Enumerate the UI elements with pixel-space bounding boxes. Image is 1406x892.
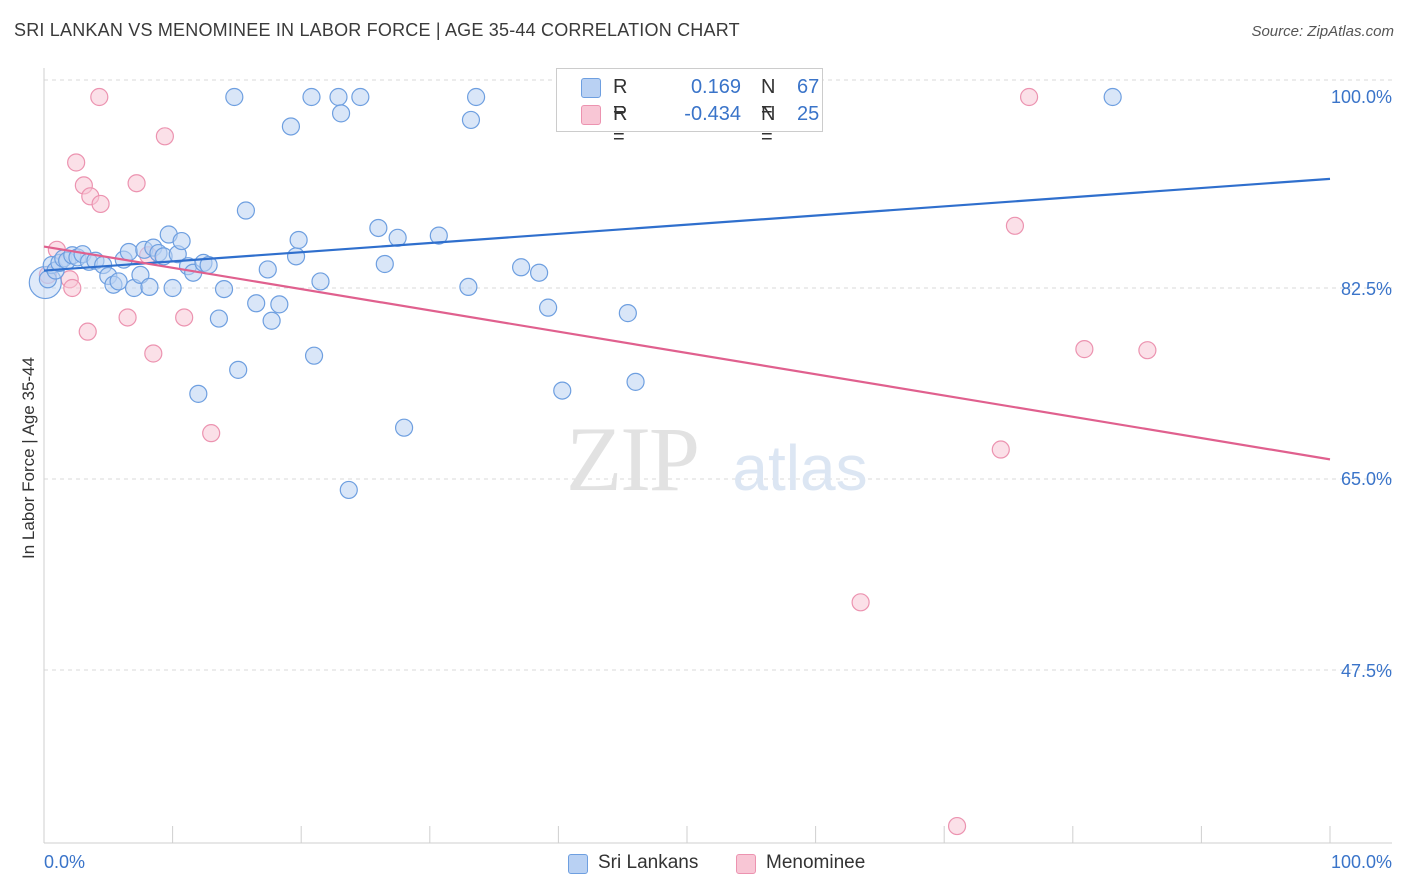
sri-lankan-point [429,226,448,245]
menominee-point [90,87,109,107]
menominee-point [202,424,221,443]
watermark-atlas: atlas [732,432,867,504]
sri-lankan-point [286,247,306,266]
sri-lankan-point [140,277,159,297]
axes [43,68,1392,844]
menominee-point [63,278,82,298]
sri-lankan-point [214,279,234,299]
sri-lankan-point [289,230,308,250]
menominee-point [1019,87,1039,107]
n-value: 25 [797,103,820,125]
y-tick-label: 65.0% [1340,469,1392,489]
sri-lankan-point [109,272,128,291]
sri-lankan-point [331,104,351,123]
sri-lankan-point [461,110,481,130]
watermark: ZIP atlas [566,408,868,510]
sri-lankan-point [369,218,388,238]
chart-title: SRI LANKAN VS MENOMINEE IN LABOR FORCE |… [14,20,740,40]
sri-lankan-point [459,277,478,297]
x-tick-max: 100.0% [1330,852,1392,872]
menominee-point [155,127,174,146]
sri-lankan-point [466,87,486,107]
n-label: N = [761,76,776,121]
legend-swatch-blue [568,854,588,874]
sri-lankan-point [247,294,266,313]
sri-lankan-point [302,87,321,107]
y-tick-label: 82.5% [1340,279,1392,299]
legend-label: Sri Lankans [598,852,699,873]
menominee-point [118,308,137,327]
menominee-point [91,194,110,214]
series-legend: Sri Lankans Menominee [0,852,1406,876]
sri-lankan-point [351,87,370,107]
sri-lankan-point [270,295,289,314]
menominee-trend-line [43,245,1331,461]
sri-lankan-point [388,228,407,247]
y-tick-label: 100.0% [1330,87,1392,107]
sri-lankan-point [539,298,558,317]
sri-lankan-point [236,201,256,220]
sri-lankan-points [28,87,1122,500]
trend-lines [43,177,1331,461]
r-value: -0.434 [684,103,741,125]
sri-lankan-point [530,263,549,282]
sri-lankan-point [172,231,191,251]
sri-lankan-point [394,418,414,437]
grid-lines [44,79,1392,671]
sri-lankan-point [512,258,531,277]
menominee-point [991,440,1010,459]
sri-lankan-point [329,87,348,107]
menominee-point [67,153,86,172]
sri-lankan-point [189,384,208,403]
legend-swatch-blue [581,78,601,98]
sri-lankan-point [229,360,248,379]
r-value: 0.169 [690,76,741,98]
sri-lankan-point [119,242,138,262]
watermark-zip: ZIP [566,408,698,510]
menominee-point [78,322,97,341]
menominee-point [1075,340,1094,359]
sri-lankan-point [209,309,228,328]
sri-lankan-point [258,260,277,279]
y-tick-label: 47.5% [1340,661,1392,681]
legend-swatch-pink [581,105,601,125]
menominee-point [144,344,163,363]
sri-lankan-point [626,372,645,391]
sri-lankan-point [311,272,330,291]
sri-lankan-point [375,254,394,274]
menominee-point [127,174,146,193]
menominee-point [175,308,194,327]
sri-lankan-point [553,381,572,400]
n-label: N = [761,103,776,148]
menominee-point [1138,341,1157,360]
stats-legend: R = 0.169 N = 67 R = -0.434 N = 25 [556,68,823,148]
sri-lankan-point [304,346,324,365]
sri-lankan-point [281,117,301,136]
n-value: 67 [797,76,820,98]
sri-lankan-point [225,87,244,107]
menominee-point [947,816,967,836]
sri-lankan-point [262,311,281,330]
legend-label: Menominee [766,852,866,873]
menominee-point [851,593,870,612]
x-tick-min: 0.0% [44,852,86,872]
menominee-point [1005,216,1025,235]
sri-lankan-point [339,480,358,500]
legend-swatch-pink [736,854,756,874]
menominee-points [38,87,1157,836]
r-label: R = [613,103,628,148]
sri-lankan-point [1103,87,1122,107]
sri-lankan-point [163,278,182,298]
sri-lankan-trend-line [43,177,1331,272]
source-label: Source: ZipAtlas.com [1251,23,1394,40]
sri-lankan-point [618,304,637,323]
r-label: R = [613,76,628,121]
